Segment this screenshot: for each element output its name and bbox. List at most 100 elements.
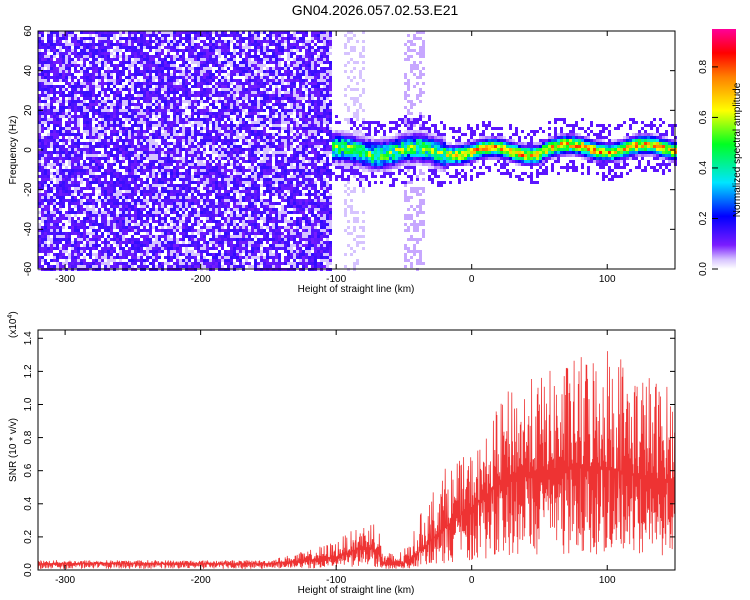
spectrogram-cell xyxy=(167,61,170,64)
spectrogram-cell xyxy=(254,214,257,217)
spectrogram-cell xyxy=(248,256,251,259)
spectrogram-cell xyxy=(44,241,47,244)
spectrogram-cell xyxy=(128,58,131,61)
spectrogram-cell xyxy=(95,85,98,88)
spectrogram-cell xyxy=(125,148,128,151)
spectrogram-cell xyxy=(182,49,185,52)
spectrogram-cell xyxy=(98,31,101,34)
spectrogram-cell xyxy=(68,175,71,178)
spectrogram-cell xyxy=(80,211,83,214)
spectrogram-cell xyxy=(137,145,140,148)
spectrogram-cell xyxy=(125,115,128,118)
spectrogram-cell xyxy=(125,262,128,265)
spectrogram-cell xyxy=(98,259,101,262)
spectrogram-cell xyxy=(188,64,191,67)
spectrogram-cell xyxy=(113,130,116,133)
spectrogram-cell xyxy=(152,58,155,61)
spectrogram-cell xyxy=(140,169,143,172)
spectrogram-cell xyxy=(77,223,80,226)
spectrogram-cell xyxy=(146,142,149,145)
spectrogram-cell xyxy=(98,169,101,172)
spectrogram-cell xyxy=(155,202,158,205)
spectrogram-cell xyxy=(248,55,251,58)
spectrogram-cell xyxy=(257,73,260,76)
spectrogram-cell xyxy=(140,178,143,181)
spectrogram-cell xyxy=(122,199,125,202)
spectrogram-cell xyxy=(188,217,191,220)
spectrogram-cell xyxy=(137,55,140,58)
spectrogram-cell xyxy=(143,130,146,133)
spectrogram-cell xyxy=(116,55,119,58)
spectrogram-cell xyxy=(89,73,92,76)
spectrogram-cell xyxy=(203,208,206,211)
spectrogram-cell xyxy=(59,115,62,118)
spectrogram-cell xyxy=(134,85,137,88)
spectrogram-cell xyxy=(230,250,233,253)
spectrogram-cell xyxy=(89,37,92,40)
spectrogram-cell xyxy=(140,49,143,52)
spectrogram-cell xyxy=(89,130,92,133)
spectrogram-cell xyxy=(86,163,89,166)
spectrogram-cell xyxy=(242,133,245,136)
spectrogram-cell xyxy=(146,103,149,106)
spectrogram-cell xyxy=(161,139,164,142)
spectrogram-cell xyxy=(191,232,194,235)
spectrogram-cell xyxy=(122,220,125,223)
spectrogram-cell xyxy=(47,169,50,172)
spectrogram-cell xyxy=(200,55,203,58)
spectrogram-cell xyxy=(80,166,83,169)
spectrogram-cell xyxy=(203,214,206,217)
spectrogram-cell xyxy=(221,94,224,97)
spectrogram-cell xyxy=(155,238,158,241)
spectrogram-cell xyxy=(65,151,68,154)
spectrogram-cell xyxy=(164,190,167,193)
spectrogram-cell xyxy=(167,142,170,145)
spectrogram-cell xyxy=(221,205,224,208)
spectrogram-cell xyxy=(65,166,68,169)
spectrogram-cell xyxy=(158,178,161,181)
spectrogram-cell xyxy=(164,133,167,136)
spectrogram-cell xyxy=(101,97,104,100)
spectrogram-cell xyxy=(188,52,191,55)
spectrogram-cell xyxy=(38,142,41,145)
spectrogram-cell xyxy=(68,103,71,106)
spectrogram-cell xyxy=(230,40,233,43)
spectrogram-cell xyxy=(251,133,254,136)
spectrogram-cell xyxy=(53,76,56,79)
spectrogram-cell xyxy=(173,49,176,52)
spectrogram-cell xyxy=(182,241,185,244)
spectrogram-cell xyxy=(71,208,74,211)
spectrogram-cell xyxy=(56,223,59,226)
spectrogram-cell xyxy=(104,49,107,52)
spectrogram-cell xyxy=(137,169,140,172)
spectrogram-cell xyxy=(155,94,158,97)
spectrogram-cell xyxy=(56,259,59,262)
spectrogram-cell xyxy=(230,136,233,139)
spectrogram-cell xyxy=(158,91,161,94)
spectrogram-cell xyxy=(182,262,185,265)
spectrogram-cell xyxy=(182,211,185,214)
spectrogram-cell xyxy=(182,139,185,142)
spectrogram-cell xyxy=(59,226,62,229)
spectrogram-cell xyxy=(38,88,41,91)
spectrogram-cell xyxy=(119,202,122,205)
spectrogram-cell xyxy=(215,229,218,232)
spectrogram-cell xyxy=(125,97,128,100)
spectrogram-cell xyxy=(215,115,218,118)
spectrogram-cell xyxy=(179,253,182,256)
spectrogram-cell xyxy=(65,247,68,250)
spectrogram-cell xyxy=(173,46,176,49)
spectrogram-cell xyxy=(164,58,167,61)
spectrogram-cell xyxy=(92,226,95,229)
spectrogram-cell xyxy=(245,244,248,247)
spectrogram-cell xyxy=(215,148,218,151)
spectrogram-cell xyxy=(155,214,158,217)
spectrogram-cell xyxy=(242,217,245,220)
spectrogram-cell xyxy=(173,43,176,46)
spectrogram-cell xyxy=(143,220,146,223)
spectrogram-cell xyxy=(257,172,260,175)
spectrogram-cell xyxy=(176,226,179,229)
spectrogram-cell xyxy=(173,100,176,103)
spectrogram-cell xyxy=(65,82,68,85)
spectrogram-cell xyxy=(176,49,179,52)
